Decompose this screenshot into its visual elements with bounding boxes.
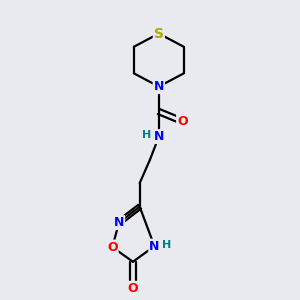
Text: H: H [162,240,171,250]
Text: O: O [128,282,138,295]
Text: N: N [114,216,124,229]
Text: H: H [142,130,151,140]
Text: N: N [154,130,164,143]
Text: O: O [177,115,188,128]
Text: N: N [154,80,164,93]
Text: S: S [154,27,164,40]
Text: O: O [107,241,118,254]
Text: N: N [149,240,160,253]
